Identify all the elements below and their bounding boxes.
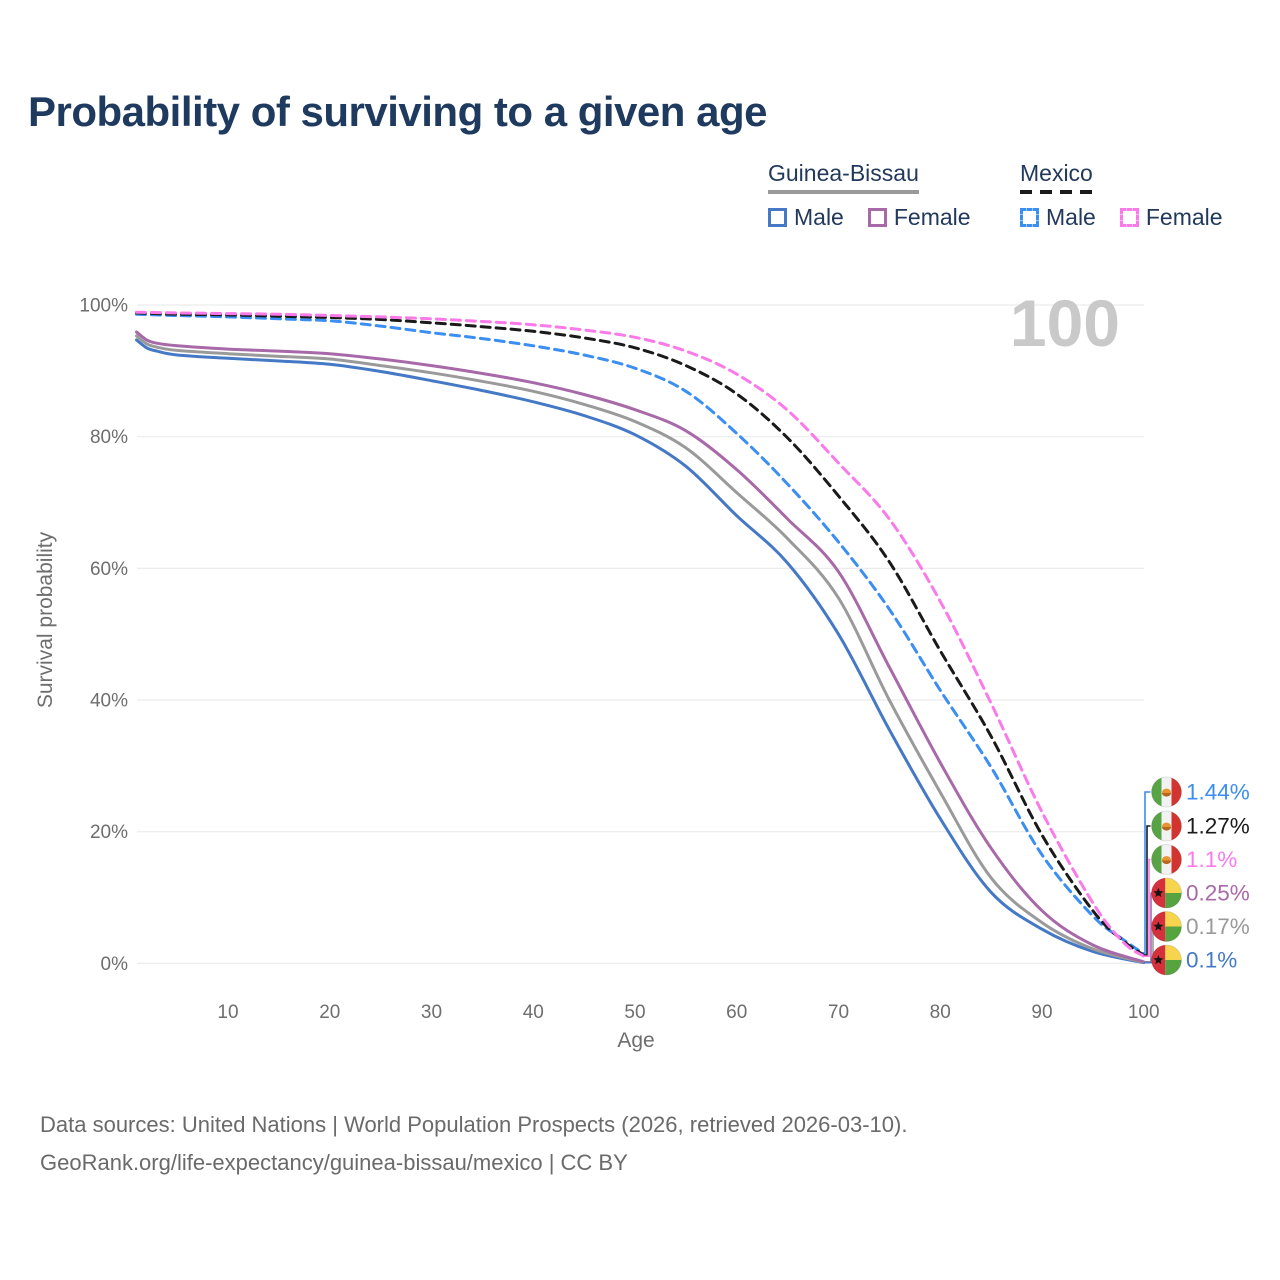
- solid-line-swatch: [768, 190, 919, 194]
- end-label-value: 0.17%: [1186, 914, 1250, 939]
- end-label-connector: [1143, 825, 1151, 956]
- y-tick-label: 20%: [90, 822, 128, 843]
- footer-attribution-link[interactable]: GeoRank.org/life-expectancy/guinea-bissa…: [40, 1150, 628, 1175]
- legend-item-mexico-female[interactable]: Female: [1119, 204, 1223, 231]
- x-tick-label: 20: [319, 1002, 340, 1023]
- legend-country-header: Guinea-Bissau: [768, 160, 919, 194]
- series-line-mx-male: [135, 312, 1146, 956]
- flag-art: [1151, 777, 1182, 807]
- flag-guinea-bissau-icon: [1151, 877, 1182, 909]
- end-label-value: 0.25%: [1186, 881, 1250, 906]
- dashed-pink-square-icon: [1119, 208, 1139, 227]
- legend-country-label: Guinea-Bissau: [768, 160, 919, 186]
- legend-item-label: Female: [1145, 204, 1223, 230]
- end-label-value: 0.1%: [1186, 948, 1237, 973]
- y-tick-label: 0%: [101, 954, 129, 975]
- page-title: Probability of surviving to a given age: [28, 88, 767, 135]
- flag-mexico-icon: [1151, 844, 1182, 875]
- x-tick-label: 60: [726, 1002, 747, 1023]
- x-tick-label: 80: [930, 1002, 951, 1023]
- legend-item-guinea-bissau-female[interactable]: Female: [867, 204, 971, 231]
- legend-item-mexico-male[interactable]: Male: [1020, 204, 1096, 231]
- series-line-mx-female: [135, 310, 1146, 958]
- x-tick-label: 90: [1031, 1002, 1052, 1023]
- end-label-connector: [1143, 791, 1151, 955]
- x-tick-label: 30: [421, 1002, 442, 1023]
- dashed-blue-square-icon: [1020, 208, 1039, 227]
- legend-items: Male Female: [768, 204, 971, 231]
- solid-purple-square-icon: [867, 208, 887, 227]
- solid-blue-square-icon: [768, 208, 787, 227]
- y-tick-label: 100%: [79, 296, 128, 317]
- x-tick-label: 100: [1128, 1002, 1160, 1023]
- age-watermark: 100: [1009, 286, 1120, 360]
- x-axis-title: Age: [617, 1029, 655, 1052]
- series-line-gw-male: [135, 338, 1146, 965]
- y-tick-label: 60%: [90, 559, 128, 580]
- legend-item-label: Male: [1046, 204, 1096, 230]
- legend-item-guinea-bissau-male[interactable]: Male: [768, 204, 844, 231]
- series-line-gw-female: [135, 330, 1146, 964]
- y-axis-title: Survival probability: [34, 531, 57, 709]
- flag-guinea-bissau-icon: [1151, 911, 1182, 942]
- series-line-gw-avg: [135, 334, 1146, 964]
- x-tick-label: 40: [523, 1002, 544, 1023]
- flag-guinea-bissau-icon: [1151, 944, 1182, 976]
- y-tick-label: 40%: [90, 691, 128, 712]
- flag-mexico-icon: [1151, 810, 1182, 842]
- end-label-value: 1.44%: [1186, 780, 1250, 805]
- legend-items: Male Female: [1020, 204, 1223, 231]
- footer-data-sources: Data sources: United Nations | World Pop…: [40, 1112, 908, 1137]
- legend-item-label: Male: [794, 204, 844, 230]
- legend-group-mexico: Mexico Male Female: [1020, 160, 1223, 231]
- flag-art: [1151, 844, 1182, 875]
- flag-mexico-icon: [1151, 776, 1182, 808]
- legend-group-guinea-bissau: Guinea-Bissau Male Female: [768, 160, 971, 231]
- end-label-connector: [1143, 858, 1151, 957]
- end-label-value: 1.27%: [1186, 814, 1250, 839]
- x-tick-label: 50: [624, 1002, 645, 1023]
- x-tick-label: 10: [217, 1002, 238, 1023]
- flag-art: [1151, 811, 1182, 841]
- flag-art: [1151, 911, 1182, 942]
- legend-country-header: Mexico: [1020, 160, 1093, 194]
- x-tick-label: 70: [828, 1002, 849, 1023]
- footer: Data sources: United Nations | World Pop…: [40, 1106, 907, 1182]
- end-label-value: 1.1%: [1186, 847, 1237, 872]
- legend-item-label: Female: [893, 204, 971, 230]
- legend-country-label: Mexico: [1020, 160, 1093, 186]
- y-tick-label: 80%: [90, 427, 128, 448]
- dashed-line-swatch: [1020, 190, 1093, 194]
- series-line-mx-avg: [135, 311, 1146, 957]
